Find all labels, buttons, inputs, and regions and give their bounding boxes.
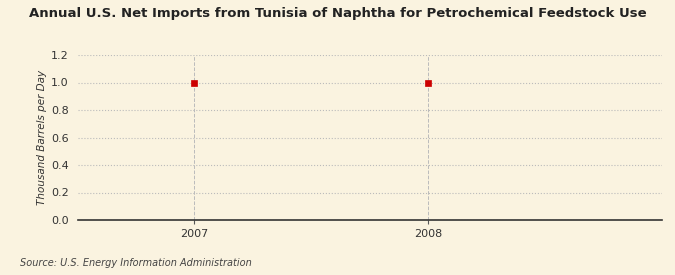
Text: Annual U.S. Net Imports from Tunisia of Naphtha for Petrochemical Feedstock Use: Annual U.S. Net Imports from Tunisia of …	[28, 7, 646, 20]
Text: Source: U.S. Energy Information Administration: Source: U.S. Energy Information Administ…	[20, 258, 252, 268]
Y-axis label: Thousand Barrels per Day: Thousand Barrels per Day	[36, 70, 47, 205]
